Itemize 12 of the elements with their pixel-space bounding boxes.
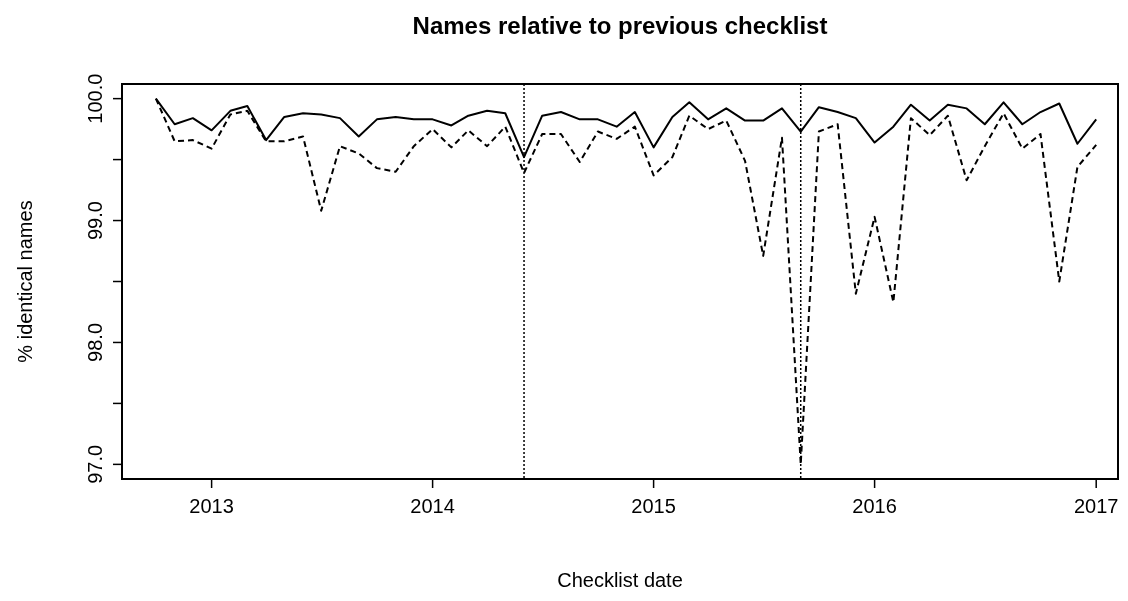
chart-title: Names relative to previous checklist xyxy=(412,12,828,39)
y-tick-label: 97.0 xyxy=(84,444,106,484)
x-axis-title: Checklist date xyxy=(557,569,683,591)
x-tick-label: 2016 xyxy=(852,495,897,517)
y-tick-label: 100.0 xyxy=(84,73,106,124)
y-tick-label: 99.0 xyxy=(84,201,106,241)
x-tick-label: 2017 xyxy=(1073,495,1119,517)
y-tick-label: 98.0 xyxy=(84,322,106,362)
x-tick-label: 2015 xyxy=(631,495,676,517)
x-tick-label: 2014 xyxy=(410,495,455,517)
x-tick-label: 2013 xyxy=(189,495,234,517)
y-axis-title: % identical names xyxy=(14,200,36,363)
